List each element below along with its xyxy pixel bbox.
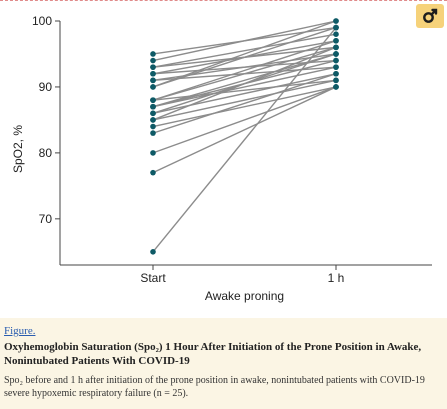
y-tick-label: 70 (39, 212, 53, 226)
start-point (150, 123, 156, 130)
one-hour-point (333, 64, 339, 70)
one-hour-point (333, 24, 339, 31)
one-hour-point (333, 84, 339, 90)
y-tick-label: 80 (39, 146, 53, 160)
patient-line (152, 66, 337, 82)
chart: 70 80 90 100 Start 1 h Awake proning SpO2, % (11, 14, 432, 303)
external-link-icon (423, 8, 438, 23)
patient-line (152, 59, 337, 75)
start-point (150, 130, 156, 136)
caption-description: Spo₂ before and 1 h after initiation of … (4, 375, 425, 399)
start-point (150, 51, 156, 57)
start-point (150, 117, 156, 123)
patient-line (152, 20, 337, 88)
start-point (150, 57, 156, 64)
patient-line (152, 79, 337, 121)
one-hour-point (333, 51, 339, 57)
patient-line (152, 27, 337, 253)
start-point (150, 150, 156, 156)
one-hour-point (333, 70, 339, 77)
start-point (150, 70, 156, 77)
x-tick-label: Start (140, 271, 166, 285)
one-hour-point (333, 31, 339, 37)
patient-line (152, 73, 337, 115)
patient-line (152, 46, 337, 121)
y-tick-label: 90 (39, 80, 53, 94)
patient-line (152, 33, 337, 68)
one-hour-point (333, 44, 339, 51)
one-hour-point (333, 77, 339, 84)
start-point (150, 110, 156, 117)
start-point (150, 249, 156, 255)
patient-line (152, 86, 337, 174)
y-tick-label: 100 (32, 14, 52, 28)
patient-line (152, 79, 337, 101)
one-hour-point (333, 18, 339, 24)
figure-link[interactable]: Figure. (4, 325, 36, 337)
start-point (150, 169, 156, 176)
x-axis-label: Awake proning (205, 289, 284, 303)
patient-line (152, 66, 337, 108)
patient-line (152, 20, 337, 62)
start-point (150, 84, 156, 90)
patient-line (152, 40, 337, 101)
start-point (150, 64, 156, 70)
start-point (150, 77, 156, 84)
patient-line (152, 26, 337, 88)
caption-title: Oxyhemoglobin Saturation (Spo₂) 1 Hour A… (4, 341, 422, 367)
patient-line (152, 86, 337, 154)
x-tick-label: 1 h (328, 271, 345, 285)
figure-caption: Figure. Oxyhemoglobin Saturation (Spo₂) … (0, 318, 447, 409)
one-hour-point (333, 37, 339, 44)
start-point (150, 97, 156, 103)
start-point (150, 103, 156, 110)
one-hour-point (333, 57, 339, 64)
y-axis-label: SpO2, % (11, 125, 25, 173)
external-link-button[interactable] (416, 4, 444, 28)
figure-frame: 70 80 90 100 Start 1 h Awake proning SpO2, % (0, 0, 447, 303)
patient-line (152, 86, 337, 128)
